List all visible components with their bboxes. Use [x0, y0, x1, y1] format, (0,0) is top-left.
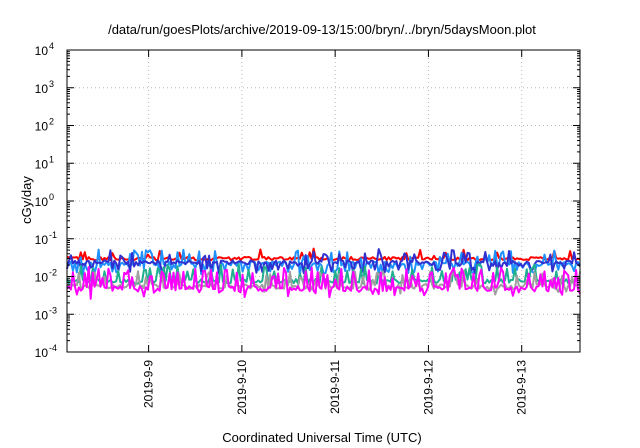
y-tick-base: 10	[35, 308, 49, 322]
y-tick-exponent: -4	[49, 343, 57, 353]
series-line-6	[66, 266, 581, 300]
x-tick-label: 2019-9-12	[421, 360, 435, 415]
y-tick-label: 10 -3	[35, 305, 57, 322]
y-tick-base: 10	[35, 157, 49, 171]
y-tick-label: 10 0	[35, 192, 54, 209]
y-tick-exponent: 3	[49, 79, 54, 89]
y-tick-label: 10 1	[35, 154, 54, 171]
y-tick-exponent: -2	[49, 268, 57, 278]
x-axis-label: Coordinated Universal Time (UTC)	[222, 430, 421, 445]
y-tick-base: 10	[35, 120, 49, 134]
y-tick-exponent: 0	[49, 192, 54, 202]
grid	[67, 50, 580, 352]
y-tick-base: 10	[35, 82, 49, 96]
x-tick-label: 2019-9-10	[235, 360, 249, 415]
y-tick-base: 10	[35, 44, 49, 58]
y-tick-exponent: -1	[49, 230, 57, 240]
y-axis-label: cGy/day	[19, 176, 34, 224]
y-tick-base: 10	[35, 233, 49, 247]
series-group	[66, 247, 581, 300]
x-tick-label: 2019-9-11	[328, 360, 342, 414]
y-tick-label: 10 4	[35, 41, 54, 58]
x-tick-label: 2019-9-13	[515, 360, 529, 415]
series-line-3	[66, 248, 581, 275]
y-tick-exponent: 1	[49, 154, 54, 164]
y-tick-base: 10	[35, 271, 49, 285]
y-tick-label: 10 -1	[35, 230, 57, 247]
chart-title: /data/run/goesPlots/archive/2019-09-13/1…	[108, 22, 536, 37]
y-tick-label: 10 -2	[35, 268, 57, 285]
y-tick-exponent: 2	[49, 117, 54, 127]
x-tick-label: 2019-9-9	[142, 360, 156, 408]
x-tick-labels: 2019-9-9 2019-9-10 2019-9-11 2019-9-12 2019-…	[142, 360, 529, 415]
y-tick-exponent: -3	[49, 305, 57, 315]
y-tick-label: 10 -4	[35, 343, 57, 360]
y-tick-label: 10 3	[35, 79, 54, 96]
y-tick-label: 10 2	[35, 117, 54, 134]
y-tick-base: 10	[35, 346, 49, 360]
y-tick-base: 10	[35, 195, 49, 209]
axis-ticks	[67, 49, 580, 353]
y-tick-exponent: 4	[49, 41, 54, 51]
